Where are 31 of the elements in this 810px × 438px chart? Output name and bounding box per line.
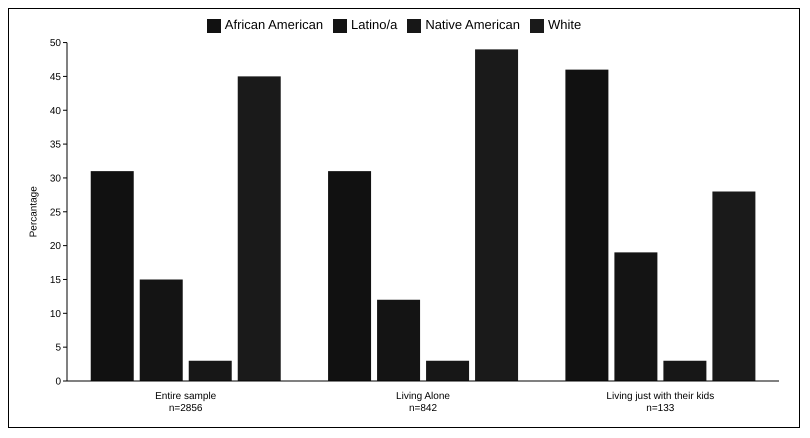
y-tick-label: 50: [50, 38, 62, 50]
y-axis-title: Percantage: [28, 186, 40, 238]
bar: [238, 76, 281, 381]
y-tick-label: 0: [55, 376, 62, 388]
legend-label: Native American: [425, 17, 520, 32]
x-tick-label: Entire sample n=2856: [155, 391, 217, 414]
y-tick-label: 10: [50, 308, 62, 320]
legend-label: White: [548, 17, 582, 32]
bar: [328, 171, 372, 381]
y-tick-label: 5: [55, 342, 62, 354]
bar: [90, 171, 134, 381]
x-tick-label: Living just with their kids n=133: [606, 391, 714, 414]
y-tick-label: 25: [50, 207, 62, 218]
bar: [712, 191, 756, 381]
y-tick-label: 40: [50, 106, 62, 117]
bar: [377, 300, 420, 381]
y-tick-label: 15: [50, 275, 62, 286]
bar: [188, 360, 232, 381]
y-tick-label: 35: [50, 140, 62, 151]
legend-label: Latino/a: [351, 17, 398, 32]
bar: [426, 360, 470, 381]
bar: [140, 279, 183, 381]
bar: [475, 49, 518, 381]
y-tick-label: 30: [50, 173, 62, 184]
y-tick-label: 45: [50, 72, 62, 83]
y-tick-label: 20: [50, 241, 62, 252]
legend-label: African American: [224, 17, 324, 32]
x-tick-label: Living Alone n=842: [396, 391, 450, 414]
bar: [614, 252, 658, 381]
bar: [663, 360, 706, 381]
bar: [565, 70, 608, 381]
